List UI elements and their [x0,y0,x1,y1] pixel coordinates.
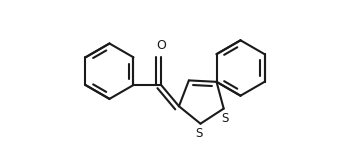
Text: S: S [196,127,203,140]
Text: O: O [156,39,166,52]
Text: S: S [221,112,229,125]
